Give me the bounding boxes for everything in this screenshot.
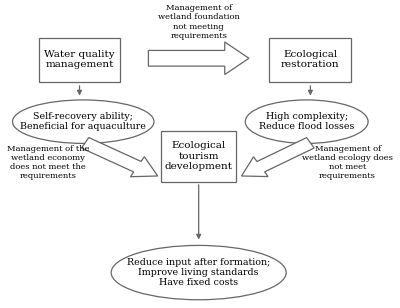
Text: Ecological
restoration: Ecological restoration [281,50,340,70]
Text: Management of
wetland ecology does
not meet
requirements: Management of wetland ecology does not m… [302,145,393,180]
Polygon shape [148,42,249,75]
Text: Self-recovery ability;
Beneficial for aquaculture: Self-recovery ability; Beneficial for aq… [20,112,146,132]
Polygon shape [242,138,314,176]
Text: Reduce input after formation;
Improve living standards
Have fixed costs: Reduce input after formation; Improve li… [127,258,270,287]
Polygon shape [82,138,158,177]
Ellipse shape [111,245,286,300]
Text: Water quality
management: Water quality management [44,50,115,70]
Text: Ecological
tourism
development: Ecological tourism development [165,141,233,171]
Ellipse shape [12,100,154,144]
FancyBboxPatch shape [270,38,351,82]
Text: Management of the
wetland economy
does not meet the
requirements: Management of the wetland economy does n… [7,145,89,180]
Ellipse shape [245,100,368,144]
FancyBboxPatch shape [38,38,120,82]
Text: Management of
wetland foundation
not meeting
requirements: Management of wetland foundation not mee… [158,4,240,40]
Text: High complexity;
Reduce flood losses: High complexity; Reduce flood losses [259,112,354,132]
FancyBboxPatch shape [162,131,236,182]
